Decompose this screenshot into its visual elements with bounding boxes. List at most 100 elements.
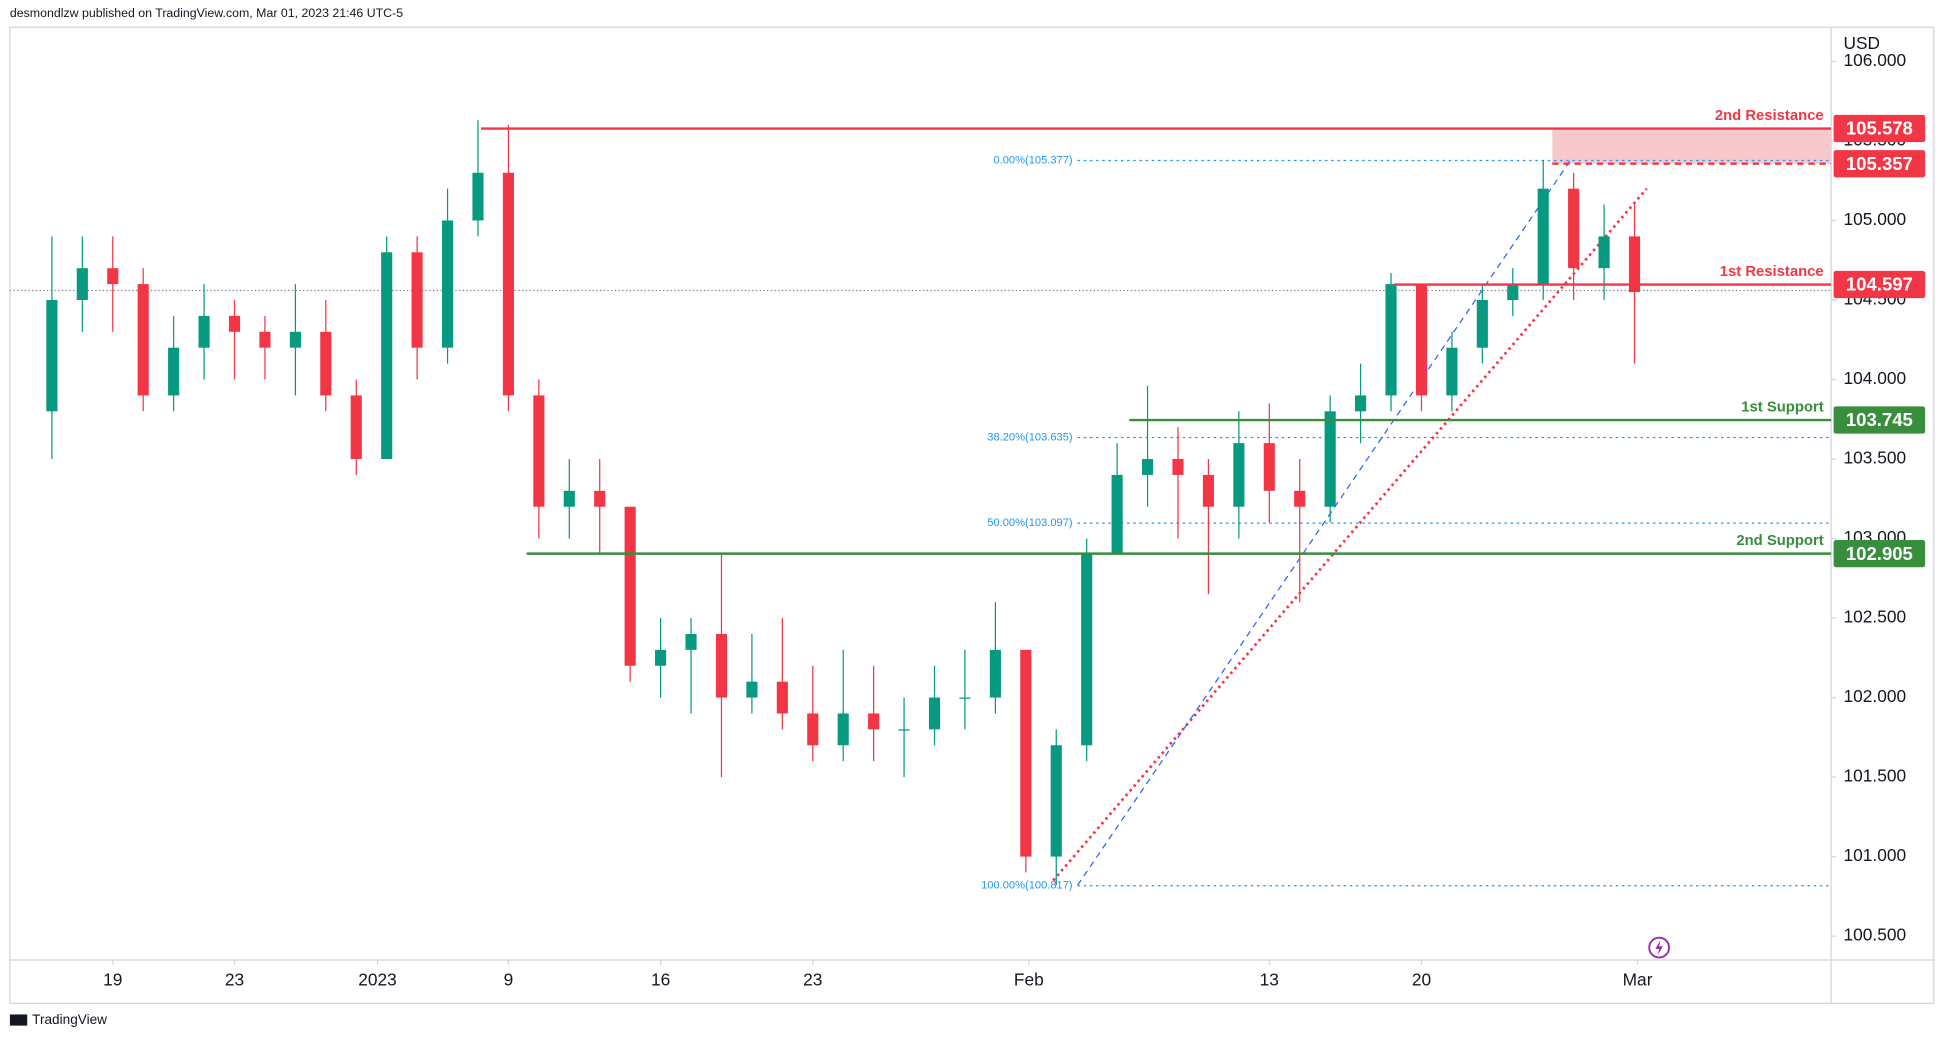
candle-body <box>533 395 545 507</box>
candle-body <box>1568 188 1580 269</box>
price-tag-label: 102.905 <box>1846 543 1913 564</box>
candle-body <box>441 220 454 348</box>
currency: USD <box>1843 33 1880 53</box>
fib-label: 38.20%(103.635) <box>987 431 1073 443</box>
candle-body <box>746 681 758 698</box>
candle-body <box>898 729 910 731</box>
y-tick-label: 106.000 <box>1843 50 1906 70</box>
candle-body <box>655 649 667 666</box>
candle-body <box>807 713 819 746</box>
fib-label: 0.00%(105.377) <box>993 154 1072 166</box>
candle-body <box>563 490 575 507</box>
level-label: 1st Support <box>1741 400 1823 416</box>
price-tag <box>1833 270 1926 299</box>
candle-body <box>259 331 271 348</box>
candle-body <box>76 268 88 300</box>
x-tick-label: 16 <box>651 970 670 990</box>
candle-body <box>411 252 423 348</box>
price-tag <box>1833 114 1926 143</box>
candle-body <box>1507 284 1519 300</box>
candle-body <box>472 172 484 221</box>
candle-body <box>685 633 697 650</box>
candle-body <box>837 713 849 746</box>
candle-body <box>715 633 728 698</box>
candle-body <box>381 252 393 460</box>
candle-body <box>1415 284 1428 396</box>
fib-label: 100.00%(100.817) <box>981 880 1073 892</box>
candle-body <box>107 268 119 285</box>
candle-body <box>1537 188 1549 285</box>
candle-body <box>594 490 606 507</box>
x-tick-label: 13 <box>1260 970 1279 990</box>
candle-body <box>1385 284 1397 396</box>
y-tick-label: 101.000 <box>1843 845 1906 865</box>
candle-body <box>1294 490 1306 507</box>
y-tick-label: 102.000 <box>1843 686 1906 706</box>
candle-body <box>1233 443 1245 507</box>
candle-body <box>1263 443 1275 491</box>
x-tick-label: 9 <box>504 970 514 990</box>
candle-body <box>624 506 636 666</box>
candle-body <box>1202 474 1214 507</box>
candle-body <box>350 395 362 460</box>
candle-body <box>959 697 971 699</box>
x-tick-label: Feb <box>1014 970 1044 990</box>
candle-body <box>228 315 241 332</box>
candle-body <box>868 713 880 730</box>
candle-body <box>1141 459 1154 475</box>
candle-body <box>1111 474 1123 555</box>
candle-body <box>1324 411 1336 507</box>
y-tick-label: 100.500 <box>1843 925 1906 945</box>
alert-icon[interactable] <box>1648 936 1670 959</box>
candle-body <box>1628 236 1641 293</box>
level-label: 1st Resistance <box>1720 264 1824 280</box>
candle-body <box>502 172 514 396</box>
candle-body <box>1172 459 1184 475</box>
level-label: 2nd Resistance <box>1715 108 1824 124</box>
x-tick-label: 20 <box>1412 970 1431 990</box>
candle-body <box>168 347 180 396</box>
candle-body <box>1050 745 1062 857</box>
y-tick-label: 104.000 <box>1843 368 1906 388</box>
candle-body <box>1020 649 1032 857</box>
candle-body <box>198 315 210 348</box>
candle-body <box>320 331 332 396</box>
price-tag-label: 104.597 <box>1846 274 1913 295</box>
x-tick-label: 23 <box>803 970 822 990</box>
candle-body <box>46 299 58 412</box>
price-tag-label: 105.578 <box>1846 118 1913 139</box>
candle-body <box>776 681 788 714</box>
candle-body <box>1476 299 1488 348</box>
trendline <box>1077 159 1572 886</box>
candle-body <box>928 697 941 730</box>
logo <box>9 1014 28 1026</box>
x-tick-label: 2023 <box>358 970 397 990</box>
candle-body <box>1446 347 1458 396</box>
candle-body <box>1598 236 1610 269</box>
price-tag-label: 105.357 <box>1846 153 1913 174</box>
footer: TradingView <box>32 1012 107 1027</box>
header: desmondlzw published on TradingView.com,… <box>10 6 403 20</box>
y-tick-label: 103.500 <box>1843 448 1906 468</box>
candle-body <box>989 649 1001 698</box>
candle-body <box>1081 554 1093 746</box>
price-tag <box>1833 150 1926 178</box>
y-tick-label: 102.500 <box>1843 607 1906 627</box>
candle-body <box>1355 395 1367 412</box>
candle-body <box>289 331 301 348</box>
x-tick-label: 19 <box>103 970 122 990</box>
x-tick-label: 23 <box>225 970 244 990</box>
y-tick-label: 105.000 <box>1843 209 1906 229</box>
price-tag <box>1833 406 1926 434</box>
level-label: 2nd Support <box>1736 533 1823 549</box>
x-tick-label: Mar <box>1623 970 1653 990</box>
frame <box>9 26 1935 1004</box>
candle-body <box>137 284 149 396</box>
y-tick-label: 101.500 <box>1843 766 1906 786</box>
resistance-zone <box>1552 128 1832 164</box>
price-tag-label: 103.745 <box>1846 409 1913 430</box>
fib-label: 50.00%(103.097) <box>987 517 1073 529</box>
price-tag <box>1833 540 1926 568</box>
